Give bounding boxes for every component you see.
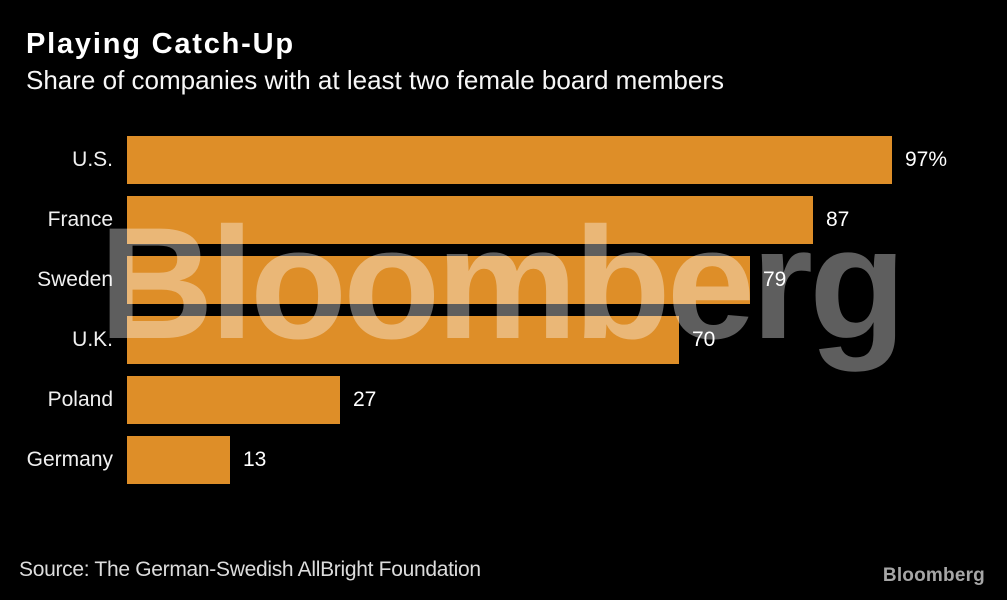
value-label: 70: [692, 328, 716, 351]
value-label: 13: [243, 448, 267, 471]
value-label: 79: [763, 268, 787, 291]
value-label: 97%: [905, 148, 948, 171]
chart-row: France 87: [0, 196, 1007, 244]
category-label: Sweden: [37, 268, 113, 291]
bar: [127, 376, 340, 424]
category-label: Poland: [47, 388, 113, 411]
chart-row: Sweden 79: [0, 256, 1007, 304]
bar: [127, 196, 813, 244]
category-label: U.S.: [72, 148, 113, 171]
category-label: Germany: [26, 448, 113, 471]
bar: [127, 436, 230, 484]
chart-title: Playing Catch-Up: [26, 28, 295, 60]
chart-row: Poland 27: [0, 376, 1007, 424]
value-label: 27: [353, 388, 377, 411]
bloomberg-logo: Bloomberg: [882, 565, 985, 586]
chart-row: U.S. 97%: [0, 136, 1007, 184]
bar: [127, 136, 892, 184]
bar: [127, 256, 750, 304]
chart-row: Germany 13: [0, 436, 1007, 484]
chart-row: U.K. 70: [0, 316, 1007, 364]
category-label: U.K.: [72, 328, 113, 351]
category-label: France: [47, 208, 113, 231]
bar: [127, 316, 679, 364]
chart-subtitle: Share of companies with at least two fem…: [26, 65, 725, 95]
value-label: 87: [826, 208, 850, 231]
source-attribution: Source: The German-Swedish AllBright Fou…: [19, 558, 481, 581]
